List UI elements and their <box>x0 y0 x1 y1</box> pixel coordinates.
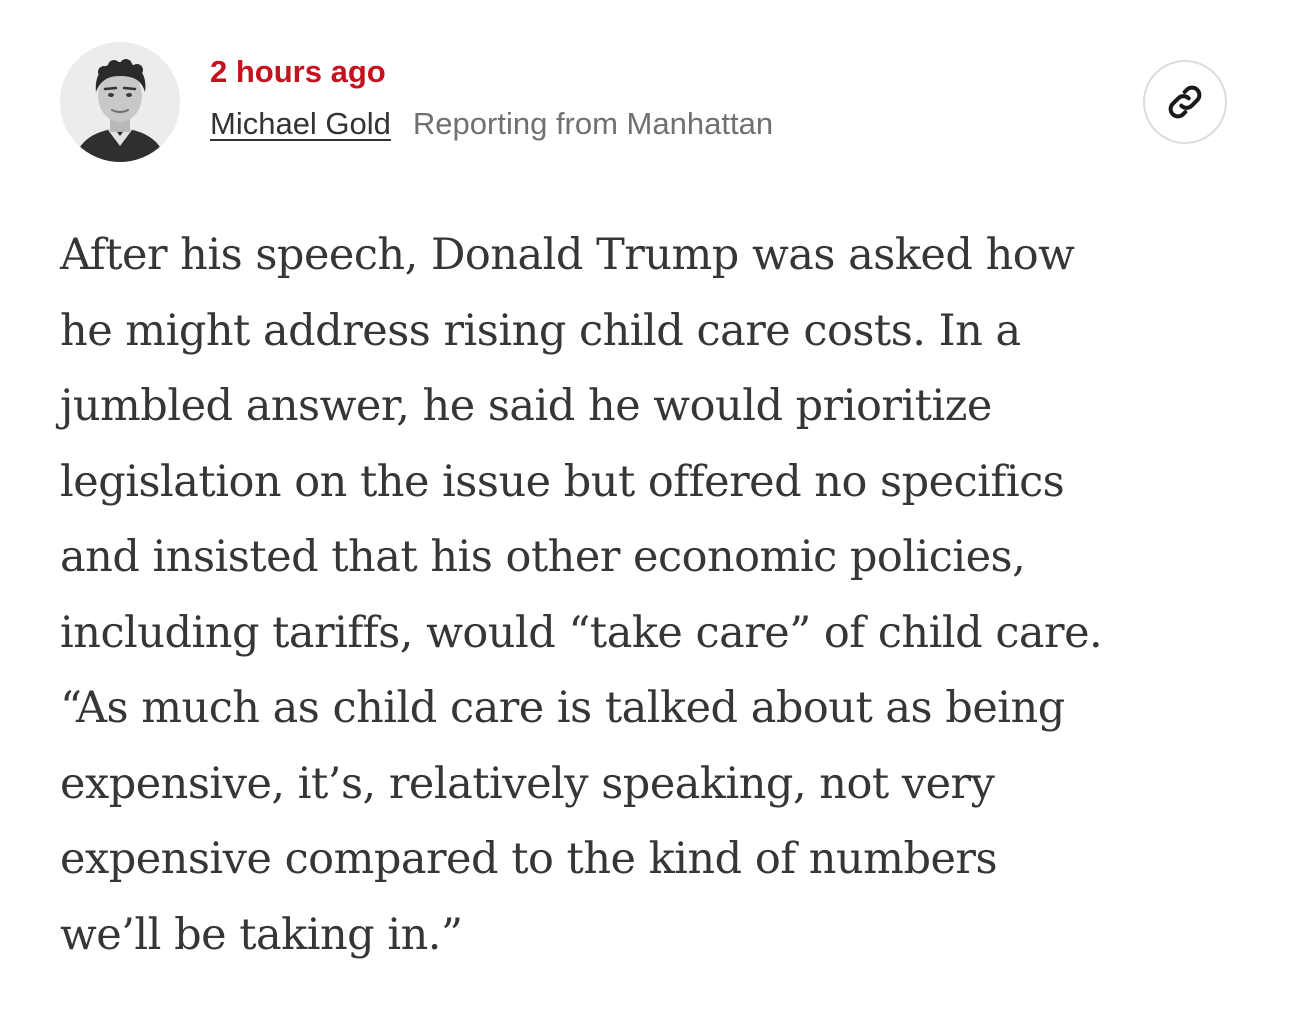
article-line: expensive compared to the kind of number… <box>60 834 998 884</box>
post-meta: 2 hours ago Michael Gold Reporting from M… <box>210 52 773 144</box>
author-link[interactable]: Michael Gold <box>210 106 391 141</box>
article-line: we’ll be taking in.” <box>60 909 463 960</box>
byline: Michael Gold Reporting from Manhattan <box>210 104 773 144</box>
article-line: expensive, it’s, relatively speaking, no… <box>60 758 995 809</box>
copy-link-button[interactable] <box>1143 60 1227 144</box>
article-line: including tariffs, would “take care” of … <box>60 607 1103 658</box>
article-line: and insisted that his other economic pol… <box>60 532 1026 582</box>
post-header: 2 hours ago Michael Gold Reporting from M… <box>60 42 1240 166</box>
link-icon <box>1168 85 1202 119</box>
article-line: “As much as child care is talked about a… <box>60 683 1065 733</box>
article-paragraph: After his speech, Donald Trump was asked… <box>60 218 1250 973</box>
author-avatar[interactable] <box>60 42 180 162</box>
timestamp: 2 hours ago <box>210 54 386 89</box>
article-line: legislation on the issue but offered no … <box>60 456 1065 507</box>
article-line: After his speech, Donald Trump was asked… <box>60 230 1075 280</box>
article-line: he might address rising child care costs… <box>60 305 1021 356</box>
author-headshot-icon <box>60 42 180 162</box>
article-line: jumbled answer, he said he would priorit… <box>60 381 992 431</box>
reporting-location: Reporting from Manhattan <box>412 106 774 141</box>
